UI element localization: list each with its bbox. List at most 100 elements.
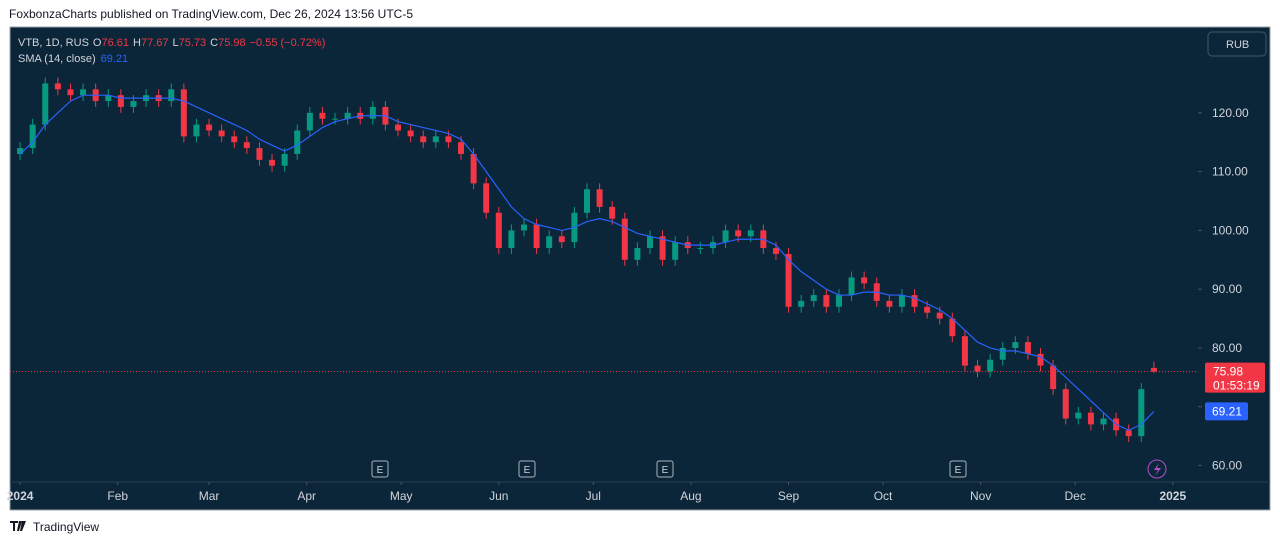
candle-body: [344, 112, 351, 119]
candle-body: [1024, 342, 1031, 354]
candle-body: [281, 153, 288, 166]
candle-body: [218, 130, 225, 137]
candle-body: [29, 124, 36, 149]
candle-body: [1050, 365, 1057, 390]
candle-body: [319, 112, 326, 119]
currency-button[interactable]: [1207, 31, 1267, 57]
candle-body: [180, 89, 187, 137]
candle-body: [243, 142, 250, 149]
dividend-icon[interactable]: [1147, 459, 1167, 479]
ohlc-value: 77.67: [141, 37, 169, 49]
candle-body: [1138, 389, 1145, 437]
candle-body: [407, 130, 414, 137]
ohlc-key: C: [210, 37, 218, 49]
candle-body: [533, 224, 540, 249]
candle-body: [294, 130, 301, 154]
candle-body: [80, 89, 87, 96]
candle-body: [445, 136, 452, 143]
ohlc-key: L: [172, 37, 178, 49]
candle-body: [395, 124, 402, 131]
event-box: [656, 460, 674, 478]
candle-body: [823, 295, 830, 307]
candle-body: [987, 359, 994, 372]
event-box: [949, 460, 967, 478]
candle-body: [1012, 342, 1019, 348]
candle-body: [332, 118, 339, 120]
dividend-icon-bolt: [1154, 463, 1161, 476]
candle-body: [1062, 389, 1069, 419]
candle-body: [1150, 367, 1157, 372]
y-tick-label: 120.00: [1212, 106, 1249, 120]
x-tick-label: 2025: [1159, 489, 1186, 503]
x-tick-label: Dec: [1064, 489, 1085, 503]
plot: 60.0070.0080.0090.00100.00110.00120.0020…: [7, 37, 1270, 503]
candle-body: [306, 112, 313, 131]
candle-body: [193, 124, 200, 137]
candle-body: [659, 236, 666, 260]
sma-price-label: 69.21: [1212, 404, 1242, 418]
candle-body: [495, 212, 502, 249]
candle-body: [483, 183, 490, 213]
event-box: [371, 460, 389, 478]
x-tick-label: Aug: [680, 489, 701, 503]
candles: [17, 77, 1157, 443]
candle-body: [1087, 412, 1094, 425]
candle-body: [596, 189, 603, 207]
candle-body: [42, 83, 49, 125]
candle-body: [470, 153, 477, 184]
ohlc-value: 75.73: [179, 37, 207, 49]
candle-body: [961, 336, 968, 366]
last-price-label: 75.98: [1213, 365, 1243, 379]
x-tick-label: Nov: [970, 489, 991, 503]
event-box: [518, 460, 536, 478]
sma-tag: [1205, 402, 1248, 421]
candle-body: [583, 189, 590, 213]
y-tick-label: 60.00: [1212, 459, 1242, 473]
candle-body: [117, 95, 124, 107]
ohlc-legend: VTB, 1D, RUS O76.61 H77.67 L75.73 C75.98 −0.5…: [18, 37, 325, 49]
candle-body: [67, 89, 74, 96]
candle-body: [924, 306, 931, 313]
candle-body: [54, 83, 61, 90]
event-label: E: [662, 465, 669, 476]
candle-body: [621, 218, 628, 260]
ohlc-value: 76.61: [101, 37, 129, 49]
last-price-tag: [1205, 362, 1265, 393]
candle-body: [999, 347, 1006, 360]
chart-frame: [9, 26, 1271, 511]
currency-label: RUB: [1226, 39, 1249, 51]
symbol: VTB, 1D, RUS: [18, 37, 89, 49]
candle-body: [269, 159, 276, 166]
sma-value: 69.21: [101, 53, 129, 65]
y-tick-label: 110.00: [1212, 165, 1248, 179]
x-tick-label: Jul: [586, 489, 601, 503]
x-tick-label: Oct: [874, 489, 893, 503]
candle-body: [722, 230, 729, 243]
candle-body: [231, 136, 238, 143]
candle-body: [848, 277, 855, 296]
change: −0.55 (−0.72%): [250, 37, 326, 49]
candle-body: [747, 230, 754, 237]
countdown-label: 01:53:19: [1213, 379, 1260, 393]
x-tick-label: Apr: [297, 489, 316, 503]
candle-body: [861, 277, 868, 284]
candle-body: [256, 148, 263, 160]
candle-body: [798, 300, 805, 307]
ohlc-key: O: [93, 37, 102, 49]
x-tick-label: May: [390, 489, 413, 503]
candle-body: [1125, 430, 1132, 437]
logo: [10, 521, 26, 531]
x-tick-label: 2024: [7, 489, 34, 503]
candle-body: [646, 236, 653, 249]
y-tick-label: 100.00: [1212, 223, 1249, 237]
sma-legend: SMA (14, close) 69.21: [18, 53, 128, 65]
header: FoxbonzaCharts published on TradingView.…: [9, 7, 413, 21]
candle-body: [546, 236, 553, 249]
candle-body: [911, 295, 918, 307]
candle-body: [458, 142, 465, 154]
y-tick-label: 80.00: [1212, 341, 1242, 355]
candle-body: [936, 312, 943, 319]
candle-body: [772, 248, 779, 254]
